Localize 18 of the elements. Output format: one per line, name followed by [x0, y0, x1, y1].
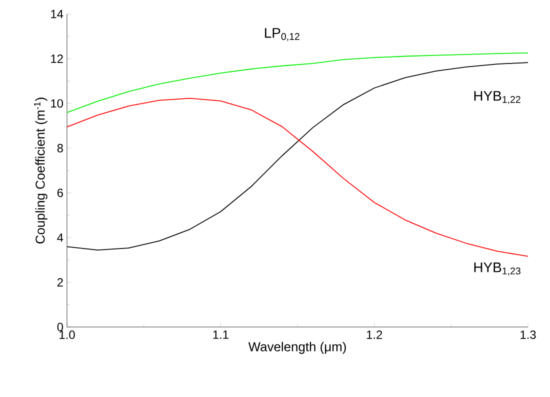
x-axis-title: Wavelength (μm) — [248, 342, 346, 354]
series-label: HYB$_{1,23}$ — [474, 262, 520, 276]
y-axis-title: Coupling Coefficient (m$^{-1}$) — [34, 98, 48, 244]
x-tick-label: 1.2 — [366, 330, 382, 339]
y-tick-label: 0 — [57, 322, 64, 332]
x-tick-label: 1.0 — [60, 330, 75, 339]
y-tick-label: 4 — [57, 233, 64, 242]
y-tick-label: 10 — [51, 99, 64, 108]
line-series — [66, 52, 528, 114]
x-tick-label: 1.1 — [213, 330, 228, 339]
y-tick-label: 12 — [51, 54, 63, 63]
y-tick-label: 8 — [57, 144, 63, 152]
y-tick-label: 2 — [57, 278, 63, 286]
x-tick-label: 1.3 — [520, 330, 536, 339]
series-label: HYB$_{1,22}$ — [474, 91, 520, 104]
y-tick-label: 6 — [57, 188, 63, 198]
series-label: LP$_{0,12}$ — [264, 28, 300, 42]
y-tick-label: 14 — [51, 10, 64, 18]
